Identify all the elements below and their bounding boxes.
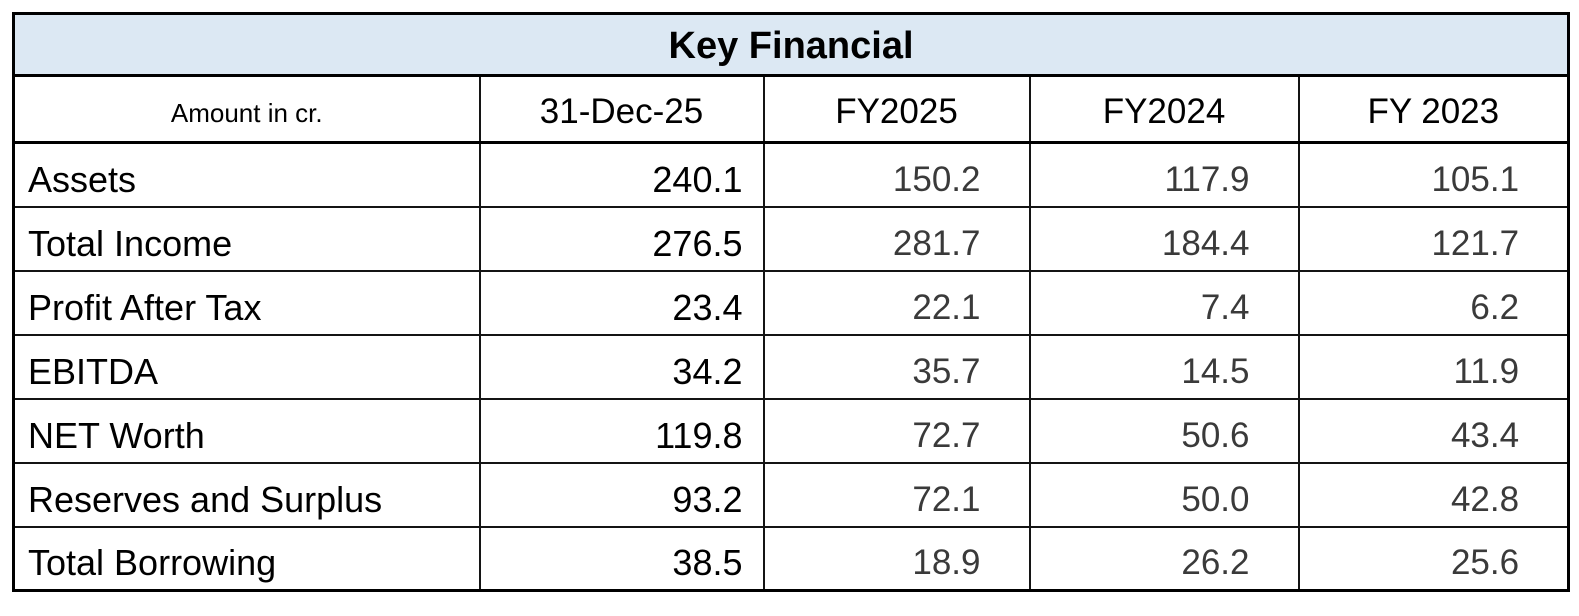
row-label: Total Income [12, 205, 481, 272]
value-cell-fy2023: 105.1 [1297, 141, 1570, 208]
table-row: Reserves and Surplus 93.2 72.1 50.0 42.8 [12, 461, 1570, 528]
table-row: Profit After Tax 23.4 22.1 7.4 6.2 [12, 269, 1570, 336]
value-cell-31-dec-25: 93.2 [478, 461, 765, 528]
table-row: Assets 240.1 150.2 117.9 105.1 [12, 141, 1570, 208]
page: Key Financial Amount in cr. 31-Dec-25 FY… [12, 12, 1571, 592]
value-cell-31-dec-25: 240.1 [478, 141, 765, 208]
column-header-31-dec-25: 31-Dec-25 [478, 74, 765, 144]
table-title: Key Financial [13, 13, 1569, 77]
row-label: NET Worth [12, 397, 481, 464]
value-cell-fy2023: 43.4 [1297, 397, 1570, 464]
column-header-fy2024: FY2024 [1028, 74, 1300, 144]
value-cell-fy2024: 184.4 [1028, 205, 1300, 272]
value-cell-fy2024: 7.4 [1028, 269, 1300, 336]
column-header-fy2025: FY2025 [762, 74, 1031, 144]
value-cell-fy2024: 26.2 [1028, 525, 1300, 592]
table-body: Assets 240.1 150.2 117.9 105.1 Total Income 27… [12, 141, 1570, 592]
value-cell-fy2025: 35.7 [762, 333, 1031, 400]
value-cell-fy2025: 150.2 [762, 141, 1031, 208]
value-cell-fy2024: 117.9 [1028, 141, 1300, 208]
value-cell-fy2025: 72.7 [762, 397, 1031, 464]
value-cell-fy2024: 14.5 [1028, 333, 1300, 400]
value-cell-fy2025: 281.7 [762, 205, 1031, 272]
title-row: Key Financial [13, 13, 1569, 77]
value-cell-fy2024: 50.6 [1028, 397, 1300, 464]
value-cell-31-dec-25: 119.8 [478, 397, 765, 464]
row-label: EBITDA [12, 333, 481, 400]
value-cell-fy2025: 18.9 [762, 525, 1031, 592]
value-cell-31-dec-25: 276.5 [478, 205, 765, 272]
row-label: Reserves and Surplus [12, 461, 481, 528]
table-row: Total Borrowing 38.5 18.9 26.2 25.6 [12, 525, 1570, 592]
row-label: Assets [12, 141, 481, 208]
value-cell-fy2023: 6.2 [1297, 269, 1570, 336]
value-cell-31-dec-25: 23.4 [478, 269, 765, 336]
value-cell-fy2023: 121.7 [1297, 205, 1570, 272]
row-label: Total Borrowing [12, 525, 481, 592]
value-cell-fy2023: 25.6 [1297, 525, 1570, 592]
key-financial-table: Key Financial Amount in cr. 31-Dec-25 FY… [12, 12, 1571, 592]
table-row: EBITDA 34.2 35.7 14.5 11.9 [12, 333, 1570, 400]
value-cell-fy2023: 42.8 [1297, 461, 1570, 528]
row-label: Profit After Tax [12, 269, 481, 336]
value-cell-fy2024: 50.0 [1028, 461, 1300, 528]
table-row: NET Worth 119.8 72.7 50.6 43.4 [12, 397, 1570, 464]
value-cell-fy2025: 72.1 [762, 461, 1031, 528]
column-header-fy2023: FY 2023 [1297, 74, 1570, 144]
value-cell-fy2023: 11.9 [1297, 333, 1570, 400]
table-row: Total Income 276.5 281.7 184.4 121.7 [12, 205, 1570, 272]
value-cell-31-dec-25: 38.5 [478, 525, 765, 592]
value-cell-fy2025: 22.1 [762, 269, 1031, 336]
unit-label: Amount in cr. [12, 74, 481, 144]
header-row: Amount in cr. 31-Dec-25 FY2025 FY2024 FY… [12, 74, 1570, 144]
value-cell-31-dec-25: 34.2 [478, 333, 765, 400]
